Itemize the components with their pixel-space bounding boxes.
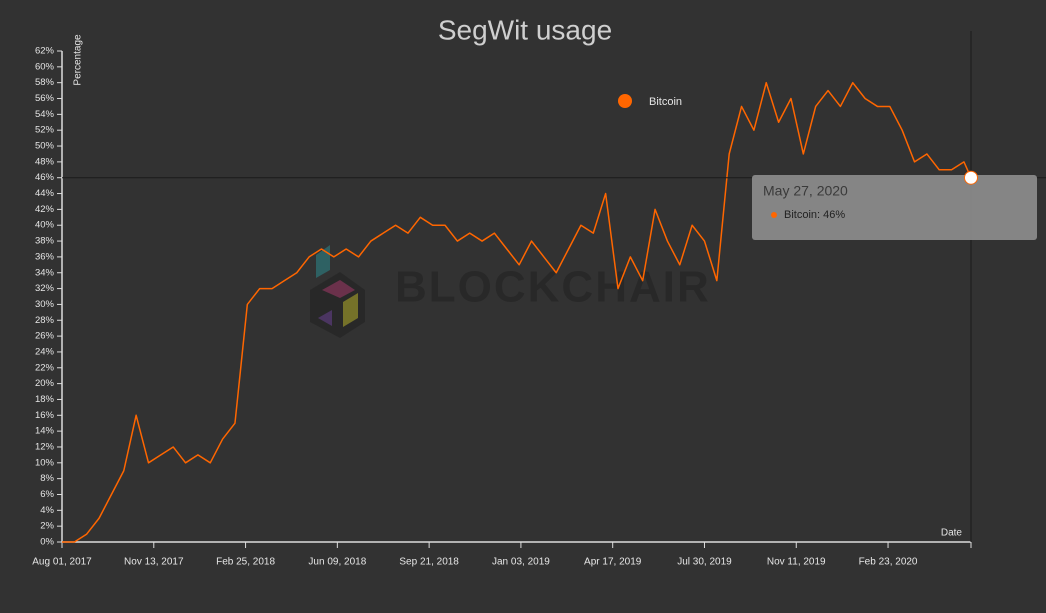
y-tick-label: 42% — [35, 204, 55, 215]
x-tick-label: Feb 25, 2018 — [216, 557, 275, 568]
y-tick-label: 0% — [40, 537, 54, 548]
y-tick-label: 62% — [35, 46, 55, 57]
y-tick-label: 36% — [35, 251, 55, 262]
legend-marker — [618, 94, 632, 108]
y-tick-label: 44% — [35, 188, 55, 199]
tooltip-title: May 27, 2020 — [763, 183, 848, 199]
y-tick-label: 18% — [35, 394, 55, 405]
y-tick-label: 12% — [35, 441, 55, 452]
watermark-text: BLOCKCHAIR — [395, 263, 711, 312]
y-tick-label: 6% — [40, 489, 54, 500]
y-tick-label: 30% — [35, 299, 55, 310]
tooltip-text: Bitcoin: 46% — [784, 209, 845, 221]
y-tick-label: 28% — [35, 315, 55, 326]
y-tick-label: 14% — [35, 426, 55, 437]
x-axis-label: Date — [941, 528, 963, 539]
y-tick-label: 34% — [35, 267, 55, 278]
y-axis-label: Percentage — [73, 34, 84, 86]
watermark: BLOCKCHAIR — [310, 245, 711, 338]
y-tick-label: 2% — [40, 521, 54, 532]
y-tick-label: 16% — [35, 410, 55, 421]
y-tick-label: 20% — [35, 378, 55, 389]
y-tick-label: 58% — [35, 77, 55, 88]
x-tick-label: Nov 13, 2017 — [124, 557, 184, 568]
x-tick-label: Jan 03, 2019 — [492, 557, 550, 568]
chart-title: SegWit usage — [438, 14, 612, 45]
y-tick-label: 40% — [35, 220, 55, 231]
series-line — [62, 81, 972, 543]
y-tick-label: 8% — [40, 473, 54, 484]
y-tick-label: 10% — [35, 457, 55, 468]
x-tick-label: Nov 11, 2019 — [767, 557, 826, 568]
legend-label: Bitcoin — [649, 96, 682, 108]
y-tick-label: 24% — [35, 346, 55, 357]
y-tick-label: 32% — [35, 283, 55, 294]
y-tick-label: 52% — [35, 125, 55, 136]
highlight-point — [964, 170, 978, 185]
x-tick-label: Jul 30, 2019 — [677, 557, 732, 568]
x-tick-label: Aug 01, 2017 — [32, 557, 92, 568]
x-tick-label: Jun 09, 2018 — [308, 557, 366, 568]
y-tick-label: 22% — [35, 362, 55, 373]
y-tick-label: 60% — [35, 61, 55, 72]
tooltip-marker — [771, 212, 777, 218]
y-tick-label: 38% — [35, 236, 55, 247]
y-tick-label: 56% — [35, 93, 55, 104]
y-tick-label: 50% — [35, 141, 55, 152]
y-tick-label: 48% — [35, 156, 55, 167]
x-tick-label: Apr 17, 2019 — [584, 557, 642, 568]
y-tick-label: 54% — [35, 109, 55, 120]
x-tick-label: Feb 23, 2020 — [859, 557, 918, 568]
x-tick-label: Sep 21, 2018 — [399, 557, 459, 568]
y-tick-label: 46% — [35, 172, 55, 183]
y-tick-label: 26% — [35, 331, 55, 342]
y-tick-label: 4% — [40, 505, 54, 516]
tooltip-box — [752, 175, 1037, 240]
